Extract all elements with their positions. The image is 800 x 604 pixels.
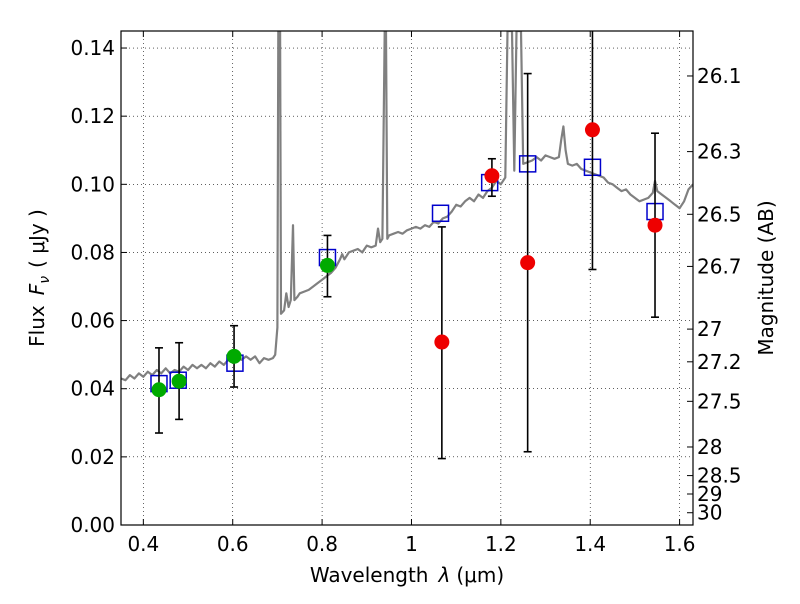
y-tick-label: 0.12 (70, 104, 115, 128)
red-data-point (434, 334, 450, 350)
y2-axis-label: Magnitude (AB) (754, 200, 778, 355)
green-data-point (226, 348, 242, 364)
ticks: 0.4 0.6 0.8 1 1.2 1.4 1.6 0.00 0.02 0.04 0.06 0.08 0… (70, 31, 742, 556)
y2-tick-label: 29 (697, 482, 722, 506)
y-axis-label: FluxFν( μJy ) (25, 209, 53, 347)
y2-tick-label: 26.1 (697, 64, 742, 88)
green-data-point (319, 257, 335, 273)
y-tick-label: 0.02 (70, 445, 115, 469)
y-tick-label: 0.10 (70, 172, 115, 196)
plot-frame (120, 30, 694, 526)
y2-tick-label: 30 (697, 501, 722, 525)
y2-tick-label: 26.3 (697, 140, 742, 164)
error-bars (151, 31, 663, 460)
x-tick-label: 0.8 (306, 532, 338, 556)
y-tick-label: 0.14 (70, 36, 115, 60)
red-data-point (520, 255, 536, 271)
x-tick-label: 0.4 (127, 532, 159, 556)
plot-background (121, 31, 693, 525)
y2-tick-label: 27 (697, 317, 722, 341)
x-tick-label: 1.2 (485, 532, 517, 556)
x-tick-label: 1.4 (574, 532, 606, 556)
green-data-point (171, 373, 187, 389)
green-data-point (151, 382, 167, 398)
y2-tick-label: 28.5 (697, 464, 742, 488)
x-tick-label: 1.6 (664, 532, 696, 556)
y2-tick-label: 26.7 (697, 254, 742, 278)
y2-tick-label: 28 (697, 435, 722, 459)
y2-tick-label: 26.5 (697, 202, 742, 226)
y-tick-label: 0.06 (70, 309, 115, 333)
y-tick-label: 0.08 (70, 240, 115, 264)
y-tick-label: 0.00 (70, 513, 115, 537)
red-data-point (484, 168, 500, 184)
y-tick-label: 0.04 (70, 377, 115, 401)
x-axis-label: Wavelength λ (μm) (310, 563, 504, 587)
y2-tick-label: 27.5 (697, 389, 742, 413)
model-square (431, 204, 450, 223)
x-tick-label: 0.6 (217, 532, 249, 556)
x-tick-label: 1 (405, 532, 418, 556)
red-data-point (584, 122, 600, 138)
red-data-point (647, 217, 663, 233)
y2-tick-label: 27.2 (697, 350, 742, 374)
